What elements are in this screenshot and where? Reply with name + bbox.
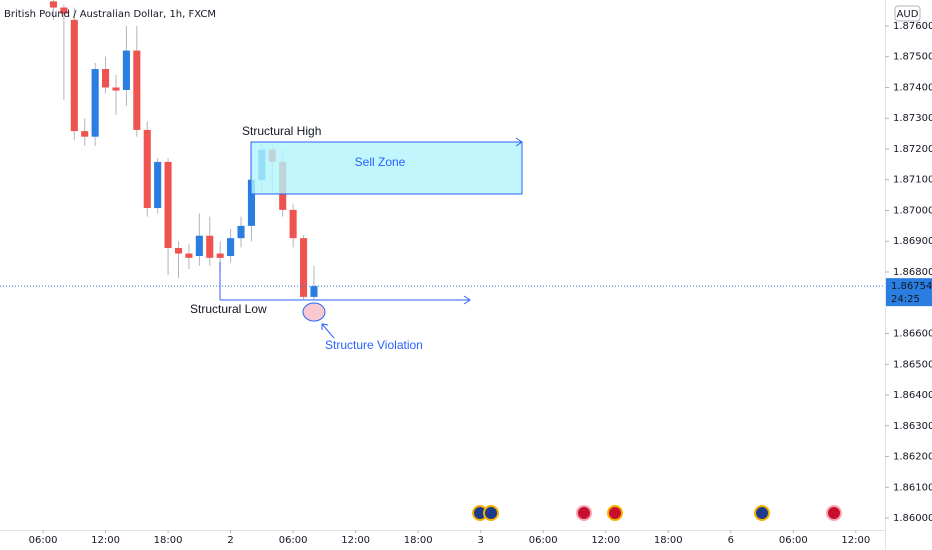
x-tick-label: 18:00 (154, 535, 183, 546)
y-tick-label: 1.87500 (893, 52, 932, 63)
annotation: Structural Low (190, 302, 267, 316)
last-price-label: 1.86754 (891, 281, 932, 292)
last-price-box (886, 278, 932, 307)
violation-arrow (321, 323, 335, 339)
sell-zone (250, 141, 523, 195)
candle-body (91, 69, 99, 137)
y-tick-label: 1.86400 (893, 390, 932, 401)
candle-body (60, 7, 68, 14)
candle-body (289, 209, 297, 239)
arrow-head (463, 295, 471, 305)
x-tick-label: 12:00 (591, 535, 620, 546)
y-tick-label: 1.87400 (893, 82, 932, 93)
x-tick-label: 18:00 (654, 535, 683, 546)
chart-title: British Pound / Australian Dollar, 1h, F… (4, 9, 216, 20)
y-tick-label: 1.86600 (893, 328, 932, 339)
x-tick-label: 06:00 (529, 535, 558, 546)
y-tick-label: 1.87000 (893, 205, 932, 216)
currency: AUD (897, 9, 919, 20)
candle-body (164, 161, 172, 249)
annotation: Sell Zone (355, 155, 406, 169)
x-tick-label: 06:00 (279, 535, 308, 546)
y-tick-label: 1.87300 (893, 113, 932, 124)
x-tick-label: 12:00 (841, 535, 870, 546)
x-tick-label: 3 (478, 535, 484, 546)
candle-body (310, 286, 318, 297)
candle-body (206, 235, 214, 258)
violation-marker (302, 302, 326, 322)
candle-body (227, 238, 235, 257)
y-tick-label: 1.87600 (893, 21, 932, 32)
event-icon (607, 505, 623, 521)
candle-body (81, 131, 89, 137)
x-tick-label: 6 (728, 535, 734, 546)
event-icon (826, 505, 842, 521)
y-tick-label: 1.86800 (893, 267, 932, 278)
y-tick-label: 1.87100 (893, 175, 932, 186)
candle-body (195, 235, 203, 257)
candle-body (174, 248, 183, 254)
events (472, 505, 842, 521)
x-tick-label: 06:00 (779, 535, 808, 546)
candle-body (237, 225, 245, 239)
candle-body (185, 253, 193, 258)
event-icon (483, 505, 499, 521)
countdown: 24:25 (891, 294, 920, 305)
y-tick-label: 1.87200 (893, 144, 932, 155)
candle-body (154, 161, 162, 209)
currency-box (894, 5, 921, 22)
candle-body (122, 50, 130, 90)
annotation: Structure Violation (325, 338, 423, 352)
candle-body (49, 1, 57, 8)
y-tick-label: 1.86900 (893, 236, 932, 247)
candle-body (102, 69, 110, 88)
x-tick-label: 12:00 (91, 535, 120, 546)
candle-body (143, 129, 151, 209)
candle-body (300, 238, 308, 297)
y-tick-label: 1.86100 (893, 482, 932, 493)
candle-body (247, 179, 255, 226)
y-tick-label: 1.86500 (893, 359, 932, 370)
arrow-head (321, 323, 329, 330)
x-tick-label: 12:00 (341, 535, 370, 546)
x-tick-label: 18:00 (404, 535, 433, 546)
x-tick-label: 06:00 (29, 535, 58, 546)
annotation: Structural High (242, 124, 321, 138)
y-tick-label: 1.86200 (893, 452, 932, 463)
event-icon (754, 505, 770, 521)
x-tick-label: 2 (227, 535, 233, 546)
event-icon (576, 505, 592, 521)
y-tick-label: 1.86300 (893, 421, 932, 432)
arrow-head (515, 137, 523, 147)
candle-body (70, 19, 78, 132)
candle-body (216, 253, 224, 258)
candle-body (112, 87, 120, 91)
candle-body (133, 50, 141, 130)
y-tick-label: 1.86000 (893, 513, 932, 524)
